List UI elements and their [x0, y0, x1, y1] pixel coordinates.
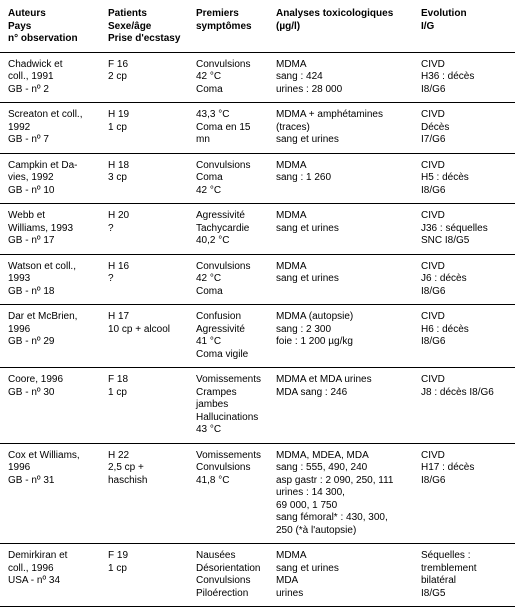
table-cell: MDMA (autopsie)sang : 2 300foie : 1 200 …: [268, 305, 413, 368]
table-cell: MDMAsang et urines: [268, 254, 413, 305]
table-row: Screaton et coll.,1992GB - nº 7H 191 cp4…: [0, 103, 515, 154]
table-cell: F 191 cp: [100, 544, 188, 607]
table-cell: MDMAsang : 1 260: [268, 153, 413, 204]
table-row: Dar et McBrien,1996GB - nº 29H 1710 cp +…: [0, 305, 515, 368]
table-cell: CIVDH5 : décèsI8/G6: [413, 153, 515, 204]
table-cell: MDMA, MDEA, MDAsang : 555, 490, 240asp g…: [268, 443, 413, 544]
table-cell: Watson et coll.,1993GB - nº 18: [0, 254, 100, 305]
table-cell: AgressivitéTachycardie40,2 °C: [188, 204, 268, 255]
table-cell: Convulsions42 °CComa: [188, 52, 268, 103]
table-cell: CIVDH36 : décèsI8/G6: [413, 52, 515, 103]
table-row: Campkin et Da-vies, 1992GB - nº 10H 183 …: [0, 153, 515, 204]
table-cell: CIVDJ36 : séquellesSNC I8/G5: [413, 204, 515, 255]
table-cell: CIVDJ8 : décès I8/G6: [413, 368, 515, 444]
table-cell: CIVDJ6 : décèsI8/G6: [413, 254, 515, 305]
table-cell: MDMAsang et urines: [268, 204, 413, 255]
table-row: Chadwick etcoll., 1991GB - nº 2F 162 cpC…: [0, 52, 515, 103]
table-cell: F 181 cp: [100, 368, 188, 444]
table-cell: VomissementsConvulsions41,8 °C: [188, 443, 268, 544]
table-cell: MDMAsang : 424urines : 28 000: [268, 52, 413, 103]
table-row: Watson et coll.,1993GB - nº 18H 16?Convu…: [0, 254, 515, 305]
col-authors: AuteursPaysn° observation: [0, 0, 100, 52]
table-cell: 43,3 °CComa en 15 mn: [188, 103, 268, 154]
table-cell: Webb etWilliams, 1993GB - nº 17: [0, 204, 100, 255]
table-row: Cox et Williams,1996GB - nº 31H 222,5 cp…: [0, 443, 515, 544]
table-cell: H 222,5 cp + haschish: [100, 443, 188, 544]
col-symptoms: Premierssymptômes: [188, 0, 268, 52]
table-cell: H 191 cp: [100, 103, 188, 154]
table-cell: Cox et Williams,1996GB - nº 31: [0, 443, 100, 544]
table-cell: CIVDDécèsI7/G6: [413, 103, 515, 154]
table-cell: F 162 cp: [100, 52, 188, 103]
table-cell: Screaton et coll.,1992GB - nº 7: [0, 103, 100, 154]
table-cell: NauséesDésorientationConvulsionsPiloérec…: [188, 544, 268, 607]
table-body: Chadwick etcoll., 1991GB - nº 2F 162 cpC…: [0, 52, 515, 607]
table-cell: ConvulsionsComa42 °C: [188, 153, 268, 204]
table-cell: MDMA et MDA urinesMDA sang : 246: [268, 368, 413, 444]
table-cell: MDMA + amphétamines(traces)sang et urine…: [268, 103, 413, 154]
table-cell: VomissementsCrampes jambesHallucinations…: [188, 368, 268, 444]
col-tox: Analyses toxicologiques(µg/l): [268, 0, 413, 52]
table-cell: Coore, 1996GB - nº 30: [0, 368, 100, 444]
table-cell: H 20?: [100, 204, 188, 255]
table-row: Demirkiran etcoll., 1996USA - nº 34F 191…: [0, 544, 515, 607]
table-cell: Chadwick etcoll., 1991GB - nº 2: [0, 52, 100, 103]
table-cell: Campkin et Da-vies, 1992GB - nº 10: [0, 153, 100, 204]
col-patients: PatientsSexe/âgePrise d'ecstasy: [100, 0, 188, 52]
table-cell: H 183 cp: [100, 153, 188, 204]
table-cell: Demirkiran etcoll., 1996USA - nº 34: [0, 544, 100, 607]
table-cell: Séquelles :tremblementbilatéralI8/G5: [413, 544, 515, 607]
table-cell: CIVDH17 : décèsI8/G6: [413, 443, 515, 544]
cases-table: AuteursPaysn° observation PatientsSexe/â…: [0, 0, 515, 607]
table-cell: H 1710 cp + alcool: [100, 305, 188, 368]
table-header: AuteursPaysn° observation PatientsSexe/â…: [0, 0, 515, 52]
table-cell: H 16?: [100, 254, 188, 305]
table-row: Webb etWilliams, 1993GB - nº 17H 20?Agre…: [0, 204, 515, 255]
table-cell: Convulsions42 °CComa: [188, 254, 268, 305]
table-row: Coore, 1996GB - nº 30F 181 cpVomissement…: [0, 368, 515, 444]
table-cell: CIVDH6 : décèsI8/G6: [413, 305, 515, 368]
table-cell: Dar et McBrien,1996GB - nº 29: [0, 305, 100, 368]
table-cell: MDMAsang et urinesMDAurines: [268, 544, 413, 607]
col-evolution: EvolutionI/G: [413, 0, 515, 52]
table-cell: ConfusionAgressivité41 °CComa vigile: [188, 305, 268, 368]
